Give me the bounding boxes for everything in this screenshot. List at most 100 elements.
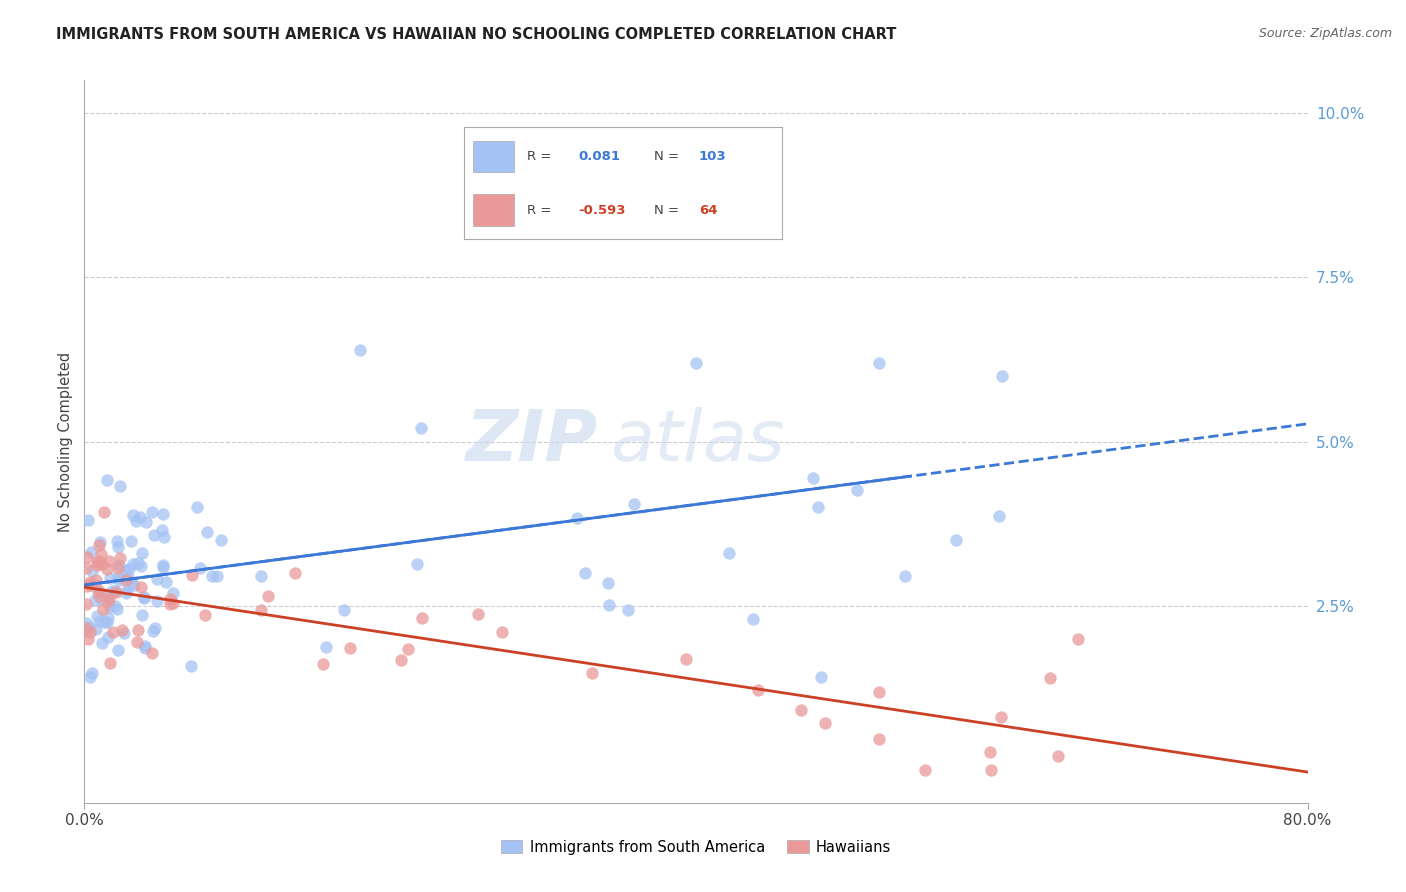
Point	[991, 368, 1014, 383]
Point	[77, 632, 100, 647]
Point	[96, 473, 118, 487]
Point	[105, 534, 128, 549]
Point	[467, 607, 489, 622]
Point	[129, 580, 152, 594]
Point	[94, 589, 117, 603]
Point	[115, 586, 138, 600]
Point	[250, 568, 273, 582]
Point	[491, 624, 513, 639]
Point	[108, 573, 131, 587]
Point	[79, 619, 101, 633]
Point	[135, 515, 157, 529]
Text: Source: ZipAtlas.com: Source: ZipAtlas.com	[1258, 27, 1392, 40]
Point	[617, 603, 640, 617]
Text: IMMIGRANTS FROM SOUTH AMERICA VS HAWAIIAN NO SCHOOLING COMPLETED CORRELATION CHA: IMMIGRANTS FROM SOUTH AMERICA VS HAWAIIA…	[56, 27, 897, 42]
Point	[107, 561, 129, 575]
Point	[118, 561, 141, 575]
Point	[91, 636, 114, 650]
Point	[108, 551, 131, 566]
Point	[122, 578, 145, 592]
Point	[127, 556, 149, 570]
Point	[107, 642, 129, 657]
Point	[194, 607, 217, 622]
Point	[128, 509, 150, 524]
Point	[152, 560, 174, 574]
Point	[101, 584, 124, 599]
Point	[945, 533, 967, 547]
Point	[979, 745, 1001, 759]
Point	[86, 558, 108, 572]
Point	[96, 561, 118, 575]
Point	[155, 575, 177, 590]
Point	[284, 566, 307, 580]
Point	[131, 607, 153, 622]
Point	[98, 657, 121, 671]
Point	[87, 538, 110, 552]
Point	[84, 573, 107, 587]
Point	[117, 570, 139, 584]
Point	[581, 665, 603, 680]
Point	[115, 583, 138, 598]
Point	[146, 572, 169, 586]
Point	[162, 586, 184, 600]
Point	[84, 622, 107, 636]
Point	[134, 639, 156, 653]
Point	[114, 562, 136, 576]
Point	[87, 583, 110, 598]
Point	[87, 554, 110, 568]
Point	[868, 731, 890, 746]
Point	[77, 513, 100, 527]
Point	[134, 641, 156, 656]
Point	[159, 598, 181, 612]
Point	[82, 666, 104, 681]
Point	[810, 669, 832, 683]
Point	[162, 596, 184, 610]
Point	[814, 716, 837, 731]
Point	[197, 524, 219, 539]
Point	[80, 564, 103, 578]
Point	[97, 611, 120, 625]
Point	[675, 652, 697, 666]
Point	[108, 558, 131, 573]
Point	[114, 625, 136, 640]
Point	[396, 642, 419, 657]
Point	[97, 554, 120, 568]
Point	[121, 508, 143, 522]
Point	[747, 683, 769, 698]
Point	[75, 598, 97, 612]
Text: atlas: atlas	[610, 407, 785, 476]
Point	[159, 591, 181, 606]
Point	[76, 579, 98, 593]
Point	[349, 343, 371, 357]
Point	[143, 528, 166, 542]
Point	[153, 530, 176, 544]
Point	[807, 500, 830, 515]
Point	[134, 590, 156, 604]
Point	[205, 569, 228, 583]
Point	[120, 534, 142, 549]
Point	[845, 483, 868, 498]
Point	[339, 641, 361, 656]
Point	[105, 602, 128, 616]
Point	[574, 566, 596, 580]
Point	[98, 600, 121, 615]
Point	[152, 507, 174, 521]
Point	[134, 591, 156, 605]
Point	[75, 621, 97, 635]
Point	[180, 568, 202, 582]
Point	[79, 545, 101, 559]
Point	[86, 585, 108, 599]
Point	[89, 615, 111, 629]
Legend: Immigrants from South America, Hawaiians: Immigrants from South America, Hawaiians	[495, 834, 897, 861]
Point	[98, 591, 121, 606]
Point	[125, 514, 148, 528]
Point	[91, 557, 114, 571]
Point	[990, 710, 1012, 724]
Point	[107, 540, 129, 554]
Point	[143, 621, 166, 635]
Point	[598, 599, 620, 613]
Point	[104, 599, 127, 613]
Point	[1039, 671, 1062, 685]
Text: ZIP: ZIP	[465, 407, 598, 476]
Point	[108, 479, 131, 493]
